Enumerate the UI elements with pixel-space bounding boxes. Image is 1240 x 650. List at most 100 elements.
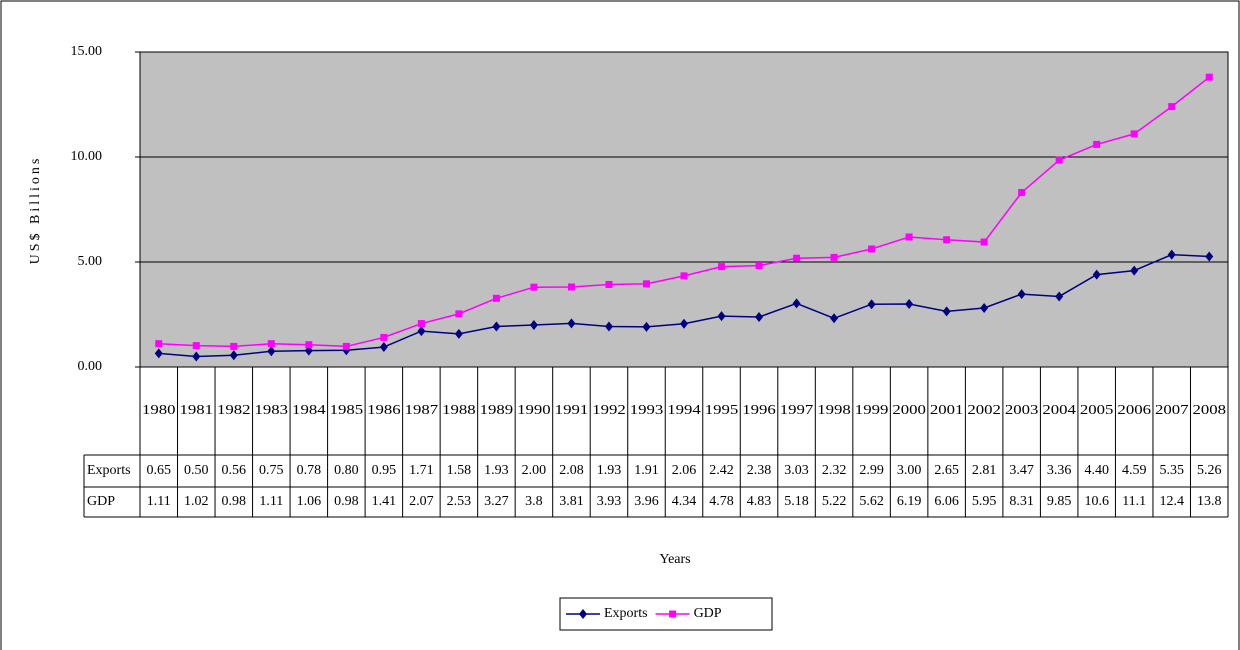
table-cell: 0.65 — [147, 463, 172, 478]
table-cell: 1.06 — [297, 494, 322, 509]
marker — [717, 311, 726, 322]
marker — [192, 351, 201, 362]
marker — [1205, 251, 1214, 262]
table-cell: 13.8 — [1197, 494, 1222, 509]
marker — [905, 299, 914, 309]
table-cell: 3.47 — [1009, 463, 1034, 478]
x-tick-label: 1983 — [255, 403, 289, 418]
table-cell: 3.03 — [784, 463, 809, 478]
marker — [1167, 249, 1176, 260]
marker — [229, 350, 238, 361]
marker — [305, 341, 313, 349]
marker — [417, 320, 425, 328]
legend-label: Exports — [604, 606, 648, 621]
x-tick-label: 1995 — [705, 403, 739, 418]
legend-marker — [669, 610, 677, 618]
table-cell: 3.93 — [597, 494, 622, 509]
table-cell: 2.00 — [522, 463, 547, 478]
marker — [1055, 156, 1063, 164]
x-tick-label: 1990 — [517, 403, 551, 418]
marker — [267, 340, 275, 348]
marker — [1018, 188, 1026, 196]
marker — [718, 263, 726, 271]
marker — [1055, 291, 1064, 302]
marker — [267, 346, 276, 357]
table-cell: 9.85 — [1047, 494, 1072, 509]
x-tick-label: 2001 — [930, 403, 964, 418]
marker — [192, 342, 200, 350]
table-cell: 4.34 — [672, 494, 697, 509]
table-cell: 4.40 — [1084, 463, 1109, 478]
x-tick-label: 2005 — [1080, 403, 1114, 418]
marker — [1205, 73, 1213, 81]
x-tick-label: 2006 — [1117, 403, 1151, 418]
table-cell: 4.83 — [747, 494, 772, 509]
x-tick-label: 1993 — [630, 403, 664, 418]
table-cell: 5.18 — [784, 494, 809, 509]
marker — [492, 321, 501, 332]
x-tick-label: 2008 — [1192, 403, 1226, 418]
marker — [980, 238, 988, 246]
marker — [792, 298, 801, 309]
x-tick-label: 1981 — [180, 403, 214, 418]
x-tick-label: 1997 — [780, 403, 814, 418]
x-tick-label: 1991 — [555, 403, 589, 418]
table-cell: 6.19 — [897, 494, 922, 509]
legend-marker — [579, 609, 587, 619]
marker — [417, 326, 426, 337]
table-cell: 1.71 — [409, 463, 434, 478]
table-cell: 4.78 — [709, 494, 734, 509]
table-cell: 5.22 — [822, 494, 847, 509]
marker — [605, 280, 613, 288]
y-tick-label: 0.00 — [78, 359, 103, 374]
table-cell: 0.50 — [184, 463, 209, 478]
y-axis-label: US$ Billions — [28, 156, 43, 265]
marker — [604, 321, 613, 332]
table-cell: 3.27 — [484, 494, 509, 509]
table-cell: 0.56 — [222, 463, 247, 478]
marker — [380, 333, 388, 341]
table-cell: 5.95 — [972, 494, 997, 509]
x-tick-label: 1996 — [742, 403, 776, 418]
marker — [905, 233, 913, 241]
marker — [454, 328, 463, 339]
x-tick-label: 2004 — [1042, 403, 1076, 418]
marker — [642, 321, 651, 332]
marker — [755, 262, 763, 270]
table-cell: 0.98 — [222, 494, 247, 509]
marker — [943, 236, 951, 244]
table-cell: 1.93 — [484, 463, 509, 478]
x-tick-label: 1992 — [592, 403, 626, 418]
marker — [1130, 130, 1138, 138]
marker — [830, 253, 838, 261]
table-cell: 0.78 — [297, 463, 322, 478]
x-tick-label: 2007 — [1155, 403, 1189, 418]
x-tick-label: 1980 — [142, 403, 176, 418]
table-cell: 5.26 — [1197, 463, 1222, 478]
marker — [1092, 269, 1101, 280]
table-cell: 3.00 — [897, 463, 922, 478]
x-tick-label: 1984 — [292, 403, 326, 418]
table-cell: 8.31 — [1009, 494, 1034, 509]
table-cell: 2.81 — [972, 463, 997, 478]
table-cell: 5.35 — [1159, 463, 1184, 478]
marker — [379, 342, 388, 353]
marker — [980, 302, 989, 313]
marker — [529, 320, 538, 330]
table-cell: 2.42 — [709, 463, 734, 478]
table-cell: 1.91 — [634, 463, 659, 478]
table-cell: 2.07 — [409, 494, 434, 509]
marker — [154, 348, 163, 359]
table-cell: 6.06 — [934, 494, 959, 509]
marker — [155, 340, 163, 348]
legend-label: GDP — [694, 606, 722, 621]
table-cell: 10.6 — [1084, 494, 1109, 509]
table-cell: 0.95 — [372, 463, 397, 478]
marker — [1093, 140, 1101, 148]
table-cell: 1.58 — [447, 463, 472, 478]
table-cell: 2.38 — [747, 463, 772, 478]
marker — [942, 306, 951, 317]
y-tick-label: 15.00 — [71, 44, 103, 59]
table-cell: 1.11 — [147, 494, 171, 509]
